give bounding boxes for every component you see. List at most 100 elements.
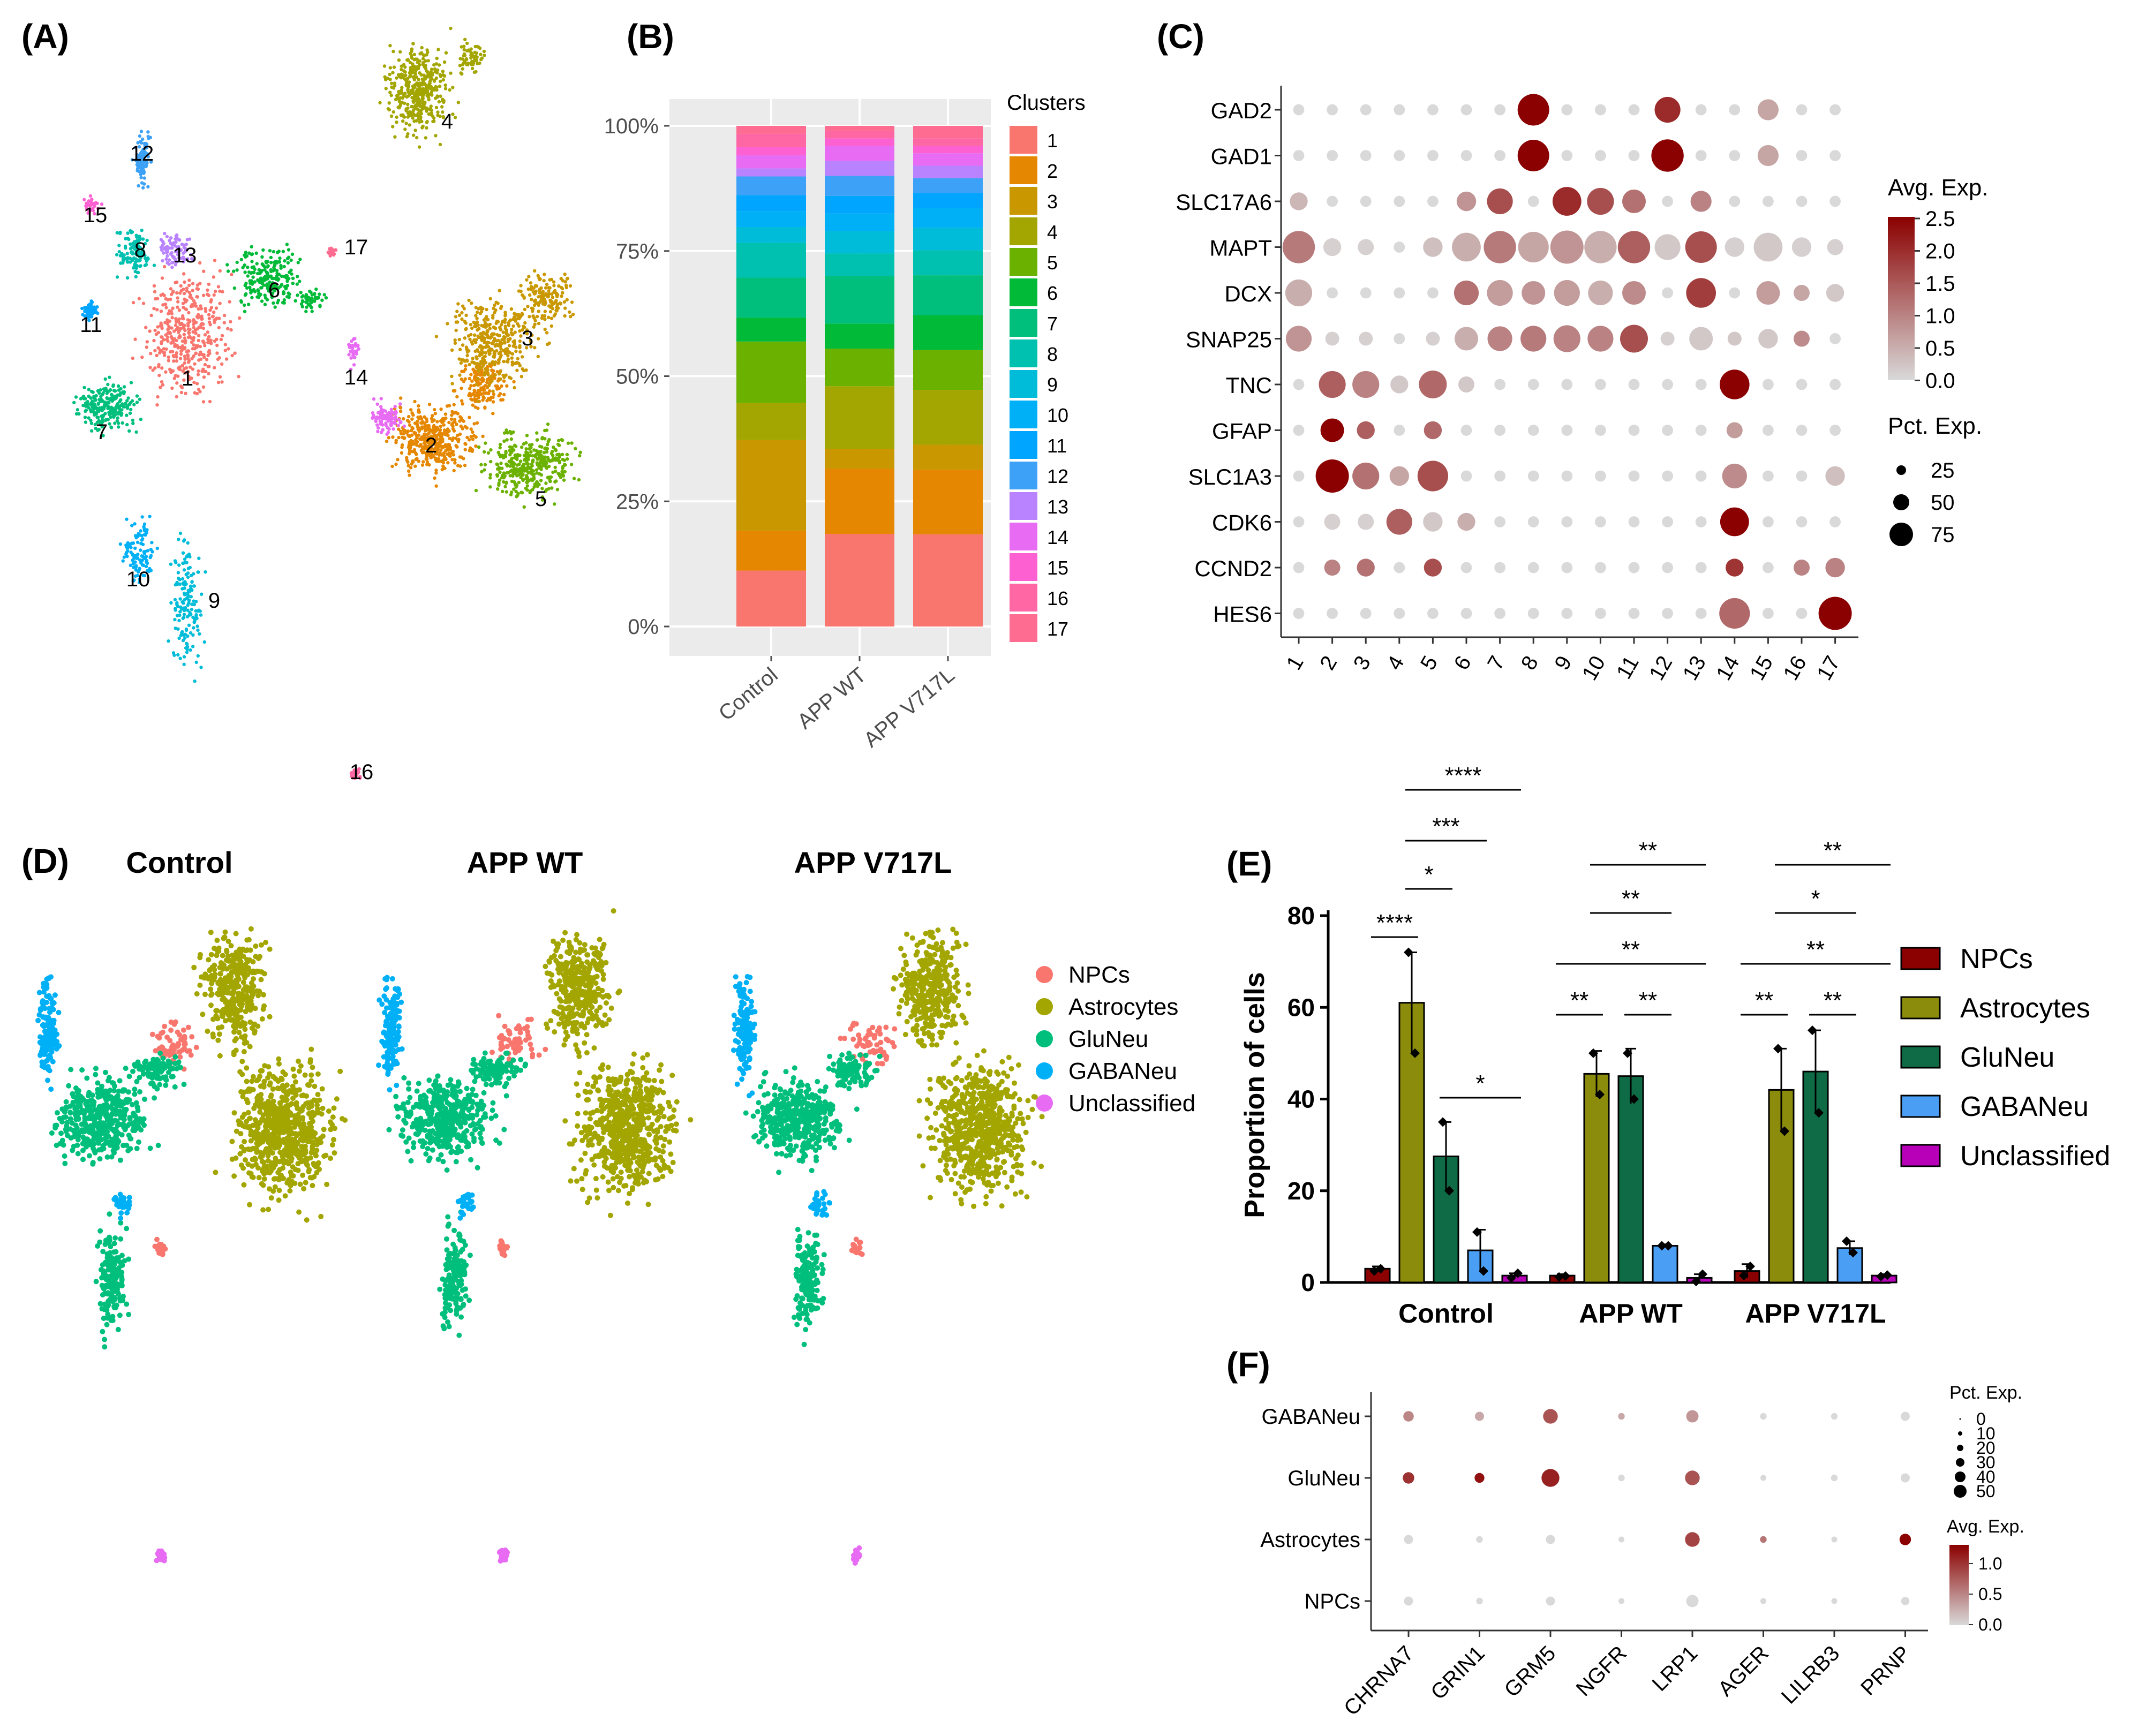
dot-c	[1628, 608, 1640, 619]
celltype-0-points	[490, 1013, 548, 1258]
cluster-3-points	[434, 269, 575, 404]
legend-b-label: 14	[1047, 526, 1068, 548]
dot-c	[1293, 425, 1305, 436]
celltype-label-f: NPCs	[1305, 1590, 1360, 1613]
dot-c	[1527, 608, 1539, 619]
legend-f-pct-dot	[1959, 1418, 1961, 1420]
dot-f	[1618, 1536, 1624, 1543]
dot-c	[1293, 150, 1305, 161]
data-point	[1848, 1248, 1858, 1258]
dot-c	[1494, 470, 1506, 482]
dot-c	[1595, 104, 1606, 116]
dot-c	[1595, 608, 1606, 619]
dot-c	[1550, 230, 1584, 264]
legend-f-pct-label: 10	[1976, 1424, 1996, 1443]
celltype-label-f: GluNeu	[1287, 1467, 1360, 1490]
dot-c	[1390, 375, 1409, 394]
dot-c	[1796, 470, 1808, 482]
dot-c	[1595, 379, 1606, 390]
axis-e-ylabel: Proportion of cells	[1239, 972, 1270, 1218]
legend-b-key	[1010, 339, 1037, 367]
dot-c	[1323, 238, 1342, 256]
dot-c	[1427, 287, 1439, 299]
dot-c	[1394, 425, 1405, 436]
dot-c	[1325, 331, 1339, 346]
legend-c-colorbar	[1888, 217, 1915, 380]
legend-b-key	[1010, 278, 1037, 306]
legend-f-pct-label: 40	[1976, 1467, 1996, 1486]
data-point	[1561, 1271, 1570, 1281]
celltype-3-points	[731, 973, 832, 1218]
bar-segment	[913, 165, 983, 178]
dot-f	[1403, 1411, 1414, 1422]
dot-c	[1818, 597, 1852, 630]
tick-label-c-x: 1	[1282, 652, 1308, 674]
legend-d-key	[1036, 1095, 1053, 1112]
cluster-label-11: 11	[80, 313, 102, 337]
legend-c-exp-tick: 1.0	[1925, 305, 1955, 328]
legend-c-pct-dot	[1896, 465, 1906, 475]
legend-d-key	[1036, 998, 1053, 1015]
dot-c	[1527, 425, 1539, 436]
legend-c-pct-label: 50	[1931, 491, 1955, 515]
dot-c	[1527, 562, 1539, 573]
legend-d-key	[1036, 1030, 1053, 1047]
dot-c	[1561, 562, 1573, 573]
dot-c	[1825, 466, 1845, 486]
tick-label-f-x: LILRB3	[1777, 1641, 1844, 1708]
data-point	[1739, 1271, 1749, 1281]
dot-c	[1394, 562, 1405, 573]
data-point	[1691, 1277, 1701, 1287]
tick-label-b-y: 75%	[616, 240, 659, 263]
dot-c	[1527, 470, 1539, 482]
bar-segment	[825, 126, 894, 131]
dot-c	[1584, 231, 1617, 263]
bar-segment	[736, 168, 806, 177]
dot-c	[1293, 516, 1305, 527]
dot-c	[1494, 608, 1506, 619]
dot-c	[1394, 150, 1405, 161]
cluster-label-6: 6	[268, 278, 280, 302]
data-point	[1657, 1241, 1667, 1251]
dot-c	[1494, 150, 1506, 161]
dot-c	[1753, 232, 1783, 262]
dot-c	[1527, 195, 1539, 207]
celltype-label-f: GABANeu	[1261, 1405, 1360, 1429]
dot-c	[1561, 379, 1573, 390]
dot-f	[1760, 1413, 1767, 1420]
dot-c	[1460, 425, 1472, 436]
gene-label-c: MAPT	[1209, 236, 1272, 261]
data-point	[1623, 1048, 1632, 1058]
bar-segment	[913, 228, 983, 251]
dot-c	[1662, 470, 1674, 482]
bar-segment	[913, 315, 983, 350]
dot-c	[1686, 278, 1716, 308]
bar-segment	[913, 153, 983, 166]
dot-c	[1829, 195, 1841, 207]
data-point	[1629, 1094, 1639, 1104]
dot-f	[1403, 1472, 1414, 1484]
dot-f	[1618, 1598, 1624, 1604]
dot-c	[1595, 150, 1606, 161]
significance-label: **	[1639, 987, 1657, 1014]
dot-c	[1360, 195, 1372, 207]
dot-c	[1763, 195, 1774, 207]
gene-label-c: SLC1A3	[1188, 464, 1272, 489]
celltype-4-points	[496, 1547, 510, 1564]
dot-c	[1758, 329, 1778, 349]
dot-plot-f: GABANeu GluNeu Astrocytes NPCs CHRNA7 GRIN1 GR…	[1260, 1392, 1928, 1720]
data-point	[1588, 1048, 1598, 1058]
bar-segment	[825, 253, 894, 276]
tick-label-c-x: 12	[1645, 652, 1677, 685]
cluster-16-points	[349, 767, 362, 780]
legend-e-key	[1900, 996, 1941, 1020]
dot-f	[1831, 1413, 1838, 1420]
dot-c	[1554, 280, 1580, 306]
gene-label-c: CCND2	[1194, 556, 1272, 581]
legend-d-label: Unclassified	[1068, 1090, 1195, 1116]
bar-segment	[825, 349, 894, 387]
dot-c	[1695, 516, 1707, 527]
celltype-1-points	[191, 926, 348, 1223]
